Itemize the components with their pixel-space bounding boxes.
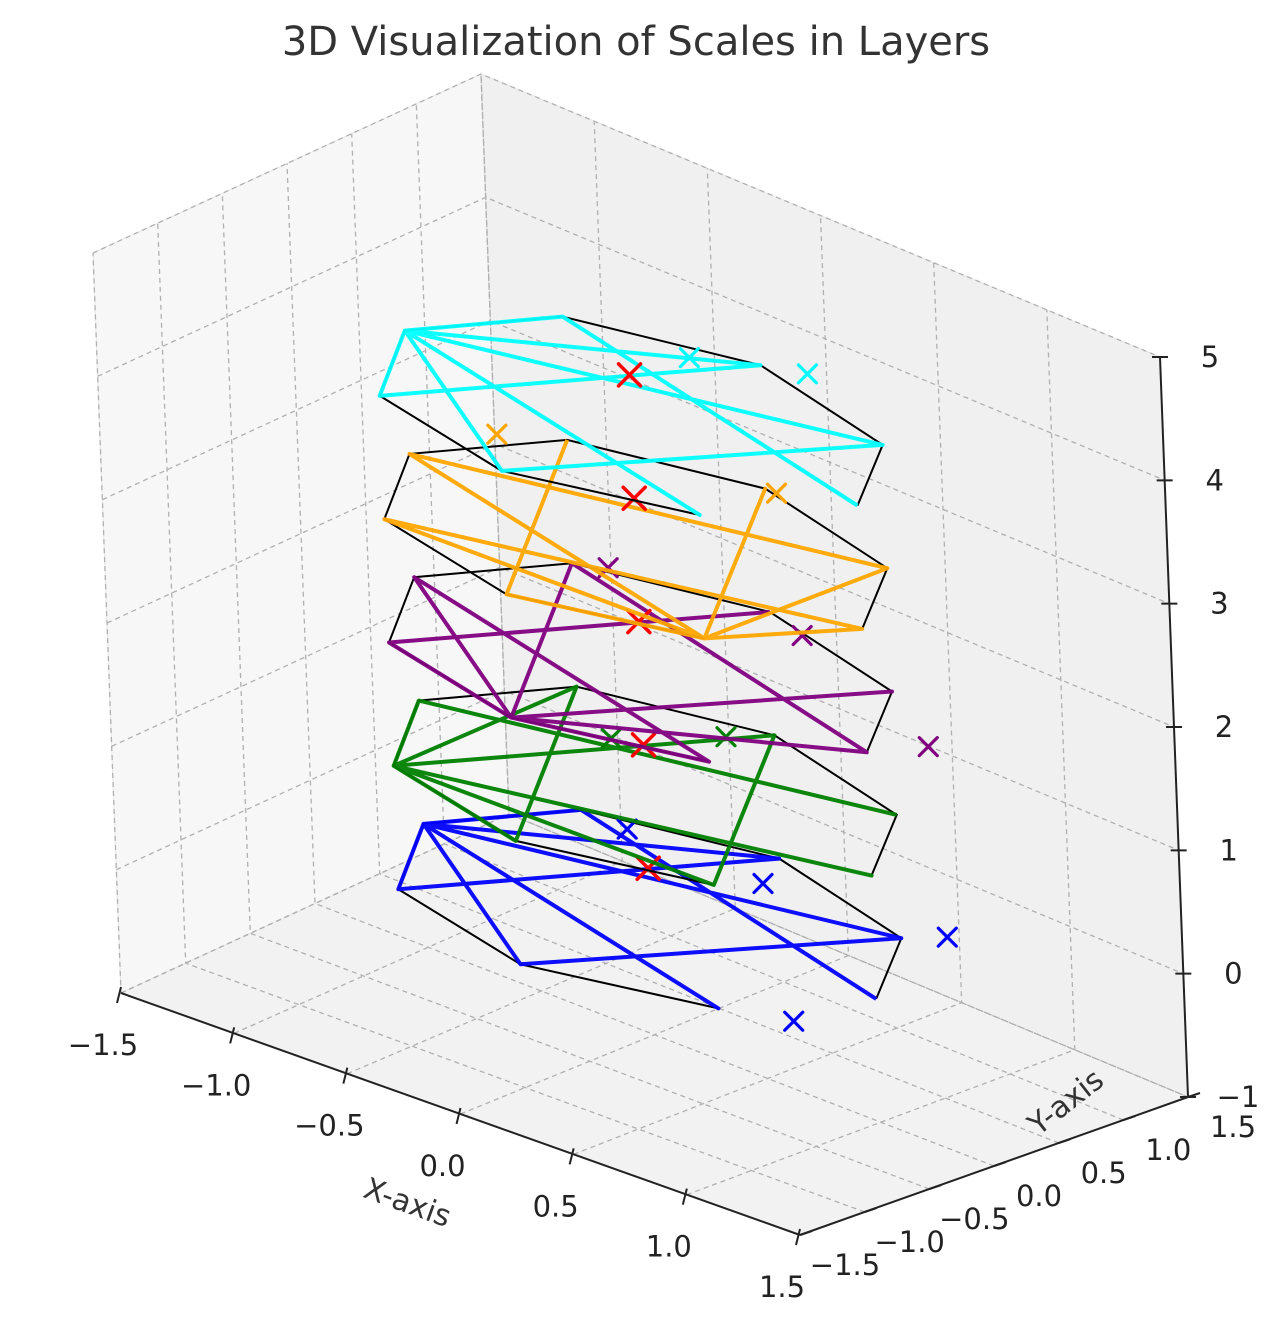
scatter-marker-2-2 [917,736,939,758]
z-tick-label: 1 [1219,833,1237,867]
x-tick-label: −0.5 [294,1109,364,1143]
y-tick-label: −0.5 [939,1202,1009,1236]
center-marker-0-stroke-b [635,855,661,881]
y-tick-mark [993,1161,1007,1167]
y-tick-label: −1.5 [810,1248,880,1282]
x-tick-mark [229,1027,236,1044]
y-tick-label: −1.0 [874,1225,944,1259]
axis-panes [92,73,1190,1236]
x-tick-mark [342,1067,349,1084]
scatter-marker-0-3 [936,926,958,948]
grid-z [102,319,1170,605]
scatter-marker-4-0-stroke-b [678,346,700,369]
grid-y [415,103,1124,1121]
x-tick-label: 0.0 [419,1149,465,1183]
grid-z [120,813,1189,1098]
center-marker-1-stroke-b [630,732,657,758]
z-tick-label: 4 [1205,463,1223,497]
y-tick-mark [1058,1138,1071,1144]
x-tick-mark [681,1188,688,1205]
scatter-marker-4-1-stroke-b [796,363,818,385]
x-tick-mark [795,1228,801,1246]
scatter-marker-0-1-stroke-b [783,1010,805,1032]
y-tick-mark [1123,1115,1136,1121]
layer-lines-2 [387,561,894,764]
x-tick-label: 1.5 [759,1270,805,1304]
x-tick-mark [116,986,122,1004]
x-tick-label: −1.0 [181,1068,251,1102]
x-tick-label: 1.0 [646,1230,692,1264]
center-marker-2 [626,608,652,635]
y-tick-label: 1.0 [1145,1133,1191,1167]
axes: −1.5−1.0−0.50.00.51.01.5−1.5−1.0−0.50.00… [68,340,1260,1304]
y-tick-mark [864,1207,877,1213]
scatter-marker-3-1-stroke-b [765,482,788,504]
scatter-marker-0-1 [783,1010,805,1032]
z-tick-label: 5 [1201,340,1219,374]
scatter-marker-2-1 [791,624,813,647]
center-marker-1 [630,732,657,758]
grid-y [221,193,930,1190]
center-marker-0 [635,855,661,881]
center-marker-3 [621,485,647,511]
y-tick-label: 0.0 [1016,1179,1062,1213]
y-tick-mark [929,1184,942,1190]
scatter-marker-2-2-stroke-b [917,736,939,758]
layer-outline-3 [383,438,889,640]
scatter-marker-4-0 [678,346,700,369]
scatter-marker-3-1 [765,482,788,504]
chart-title: 3D Visualization of Scales in Layers [282,19,990,65]
center-marker-4-stroke-b [616,362,643,388]
x-tick-label: −1.5 [68,1028,138,1062]
x-tick-mark [455,1107,462,1125]
scatter-marker-0-2 [752,872,774,895]
layer-lines-4 [377,314,885,517]
z-tick-label: 3 [1210,587,1228,621]
center-marker-3-stroke-b [621,485,647,511]
z-tick-label: 0 [1224,957,1242,991]
z-tick-label: 2 [1215,710,1233,744]
center-marker-4 [616,362,643,388]
grid-z [116,689,1184,975]
plot-area [377,314,958,1032]
layer-lines-1 [391,684,898,887]
layer-lines-0 [396,807,904,1011]
layer-lines-3 [382,439,890,641]
grid-z [106,443,1175,728]
x-axis-line [120,992,801,1236]
scatter-marker-0-0-stroke-b [616,818,638,840]
scatter-marker-3-0 [486,423,508,445]
grid-z [92,73,1161,358]
grid-y [157,223,865,1213]
grid-z [97,196,1165,481]
grid-y [480,73,1189,1098]
scatter-marker-0-2-stroke-b [752,872,774,895]
grid-z [111,566,1179,851]
center-marker-2-stroke-b [626,608,652,635]
grid-y [351,133,1059,1144]
scatter-marker-0-0 [616,818,638,840]
y-tick-label: 1.5 [1210,1110,1256,1144]
z-tick-label: −1 [1217,1080,1260,1114]
y-tick-mark [799,1230,813,1236]
scatter-marker-3-0-stroke-b [486,423,508,445]
scatter-marker-0-3-stroke-b [936,926,958,948]
x-tick-label: 0.5 [533,1189,579,1223]
scatter-marker-4-1 [796,363,818,385]
x-tick-mark [568,1148,575,1165]
scatter-marker-2-1-stroke-b [791,624,813,647]
y-tick-label: 0.5 [1081,1156,1127,1190]
